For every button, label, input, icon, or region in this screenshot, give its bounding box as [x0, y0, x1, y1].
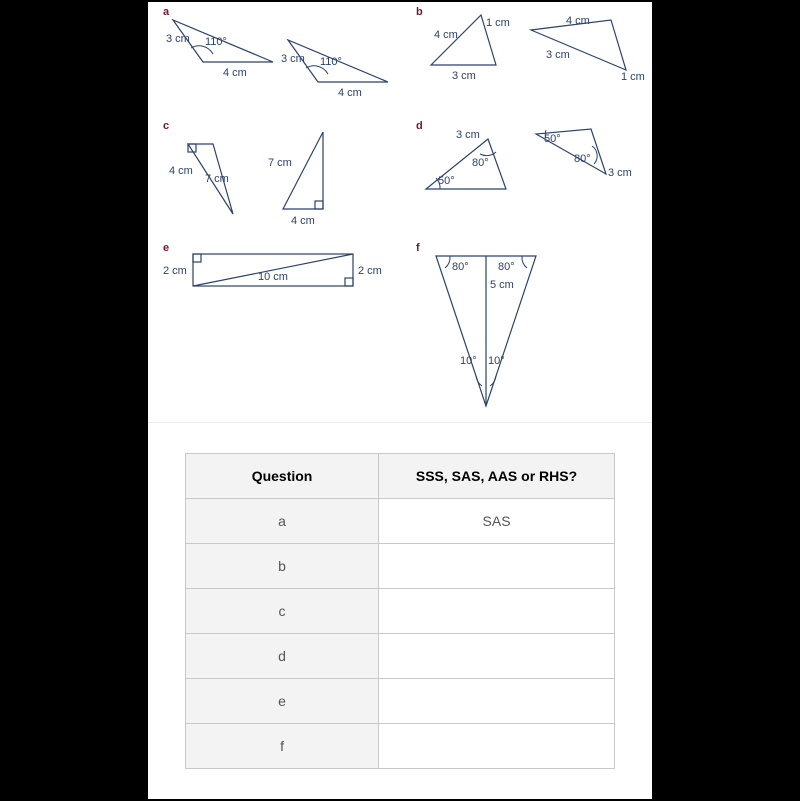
a-tri1-angle: 110° — [205, 36, 227, 48]
problem-e-figure: 2 cm 10 cm 2 cm — [163, 246, 398, 306]
q-cell: d — [186, 634, 379, 679]
table-row: a SAS — [186, 499, 615, 544]
e-left: 2 cm — [163, 265, 187, 277]
c-tri1-s1: 4 cm — [169, 165, 193, 177]
table-row: f — [186, 724, 615, 769]
a-tri2-angle: 110° — [320, 56, 342, 68]
answers-table: Question SSS, SAS, AAS or RHS? a SAS b c… — [185, 453, 615, 769]
problem-d-figure: 50° 80° 3 cm 50° 80° 3 cm — [416, 124, 651, 224]
b-tri2-s1: 4 cm — [566, 15, 590, 27]
e-mid: 10 cm — [258, 271, 288, 283]
f-a-bot2: 10° — [488, 355, 505, 367]
a-cell: SAS — [379, 499, 615, 544]
q-cell: c — [186, 589, 379, 634]
f-s: 5 cm — [490, 279, 514, 291]
d-tri1-s: 3 cm — [456, 129, 480, 141]
problem-b-figure: 4 cm 1 cm 3 cm 4 cm 3 cm 1 cm — [416, 10, 651, 100]
q-cell: f — [186, 724, 379, 769]
a-cell — [379, 634, 615, 679]
c-tri1-s2: 7 cm — [205, 173, 229, 185]
problem-f-figure: 80° 80° 5 cm 10° 10° — [416, 246, 576, 416]
b-tri2-s3: 1 cm — [621, 71, 645, 83]
table-row: d — [186, 634, 615, 679]
d-tri2-a2: 80° — [574, 153, 591, 165]
b-tri1-s3: 3 cm — [452, 70, 476, 82]
header-answer: SSS, SAS, AAS or RHS? — [379, 454, 615, 499]
b-tri2-s2: 3 cm — [546, 49, 570, 61]
header-question: Question — [186, 454, 379, 499]
a-tri2-s1: 3 cm — [281, 53, 305, 65]
e-right: 2 cm — [358, 265, 382, 277]
c-tri2-s2: 4 cm — [291, 215, 315, 227]
q-cell: e — [186, 679, 379, 724]
f-a-top1: 80° — [452, 261, 469, 273]
table-row: e — [186, 679, 615, 724]
f-a-bot1: 10° — [460, 355, 477, 367]
a-cell — [379, 544, 615, 589]
c-tri2-s1: 7 cm — [268, 157, 292, 169]
f-a-top2: 80° — [498, 261, 515, 273]
diagram-area: a 3 cm 110° 4 cm 3 cm 110° 4 cm b 4 cm 1… — [148, 2, 652, 423]
b-tri1-s1: 4 cm — [434, 29, 458, 41]
q-cell: b — [186, 544, 379, 589]
d-tri1-a2: 80° — [472, 157, 489, 169]
a-tri1-s1: 3 cm — [166, 33, 190, 45]
d-tri1-a1: 50° — [438, 175, 455, 187]
page: a 3 cm 110° 4 cm 3 cm 110° 4 cm b 4 cm 1… — [148, 2, 652, 799]
table-row: c — [186, 589, 615, 634]
table-row: b — [186, 544, 615, 589]
a-tri2-s2: 4 cm — [338, 87, 362, 99]
problem-c-figure: 4 cm 7 cm 7 cm 4 cm — [163, 124, 398, 234]
d-tri2-s: 3 cm — [608, 167, 632, 179]
b-tri1-s2: 1 cm — [486, 17, 510, 29]
a-cell — [379, 679, 615, 724]
q-cell: a — [186, 499, 379, 544]
d-tri2-a1: 50° — [544, 133, 561, 145]
problem-a-figure: 3 cm 110° 4 cm 3 cm 110° 4 cm — [163, 10, 398, 100]
a-cell — [379, 724, 615, 769]
a-cell — [379, 589, 615, 634]
a-tri1-s2: 4 cm — [223, 67, 247, 79]
table-header-row: Question SSS, SAS, AAS or RHS? — [186, 454, 615, 499]
